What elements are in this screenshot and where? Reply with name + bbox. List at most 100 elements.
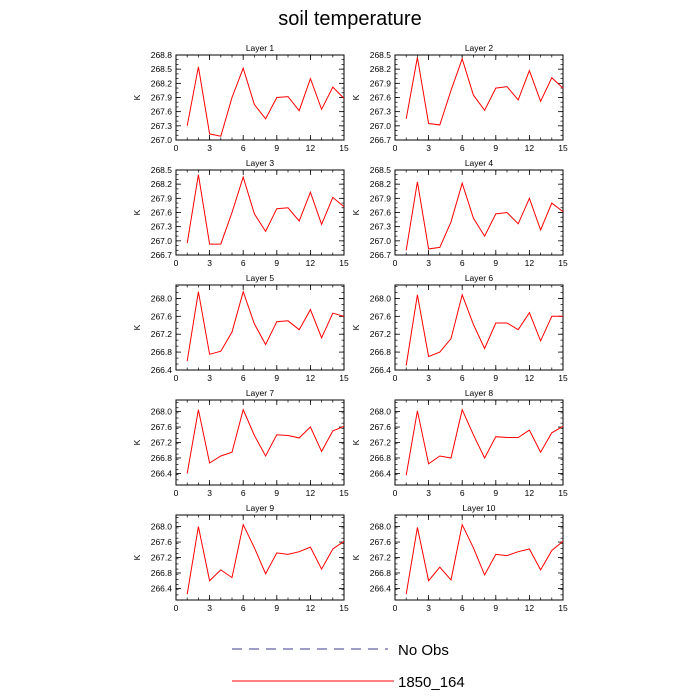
y-tick-label: 266.8 — [370, 568, 392, 578]
series-line-1850-164 — [186, 408, 345, 474]
y-tick-label: 267.2 — [370, 438, 392, 448]
panel-frame — [175, 514, 345, 601]
y-tick-label: 267.9 — [370, 78, 392, 88]
x-tick-label: 15 — [339, 143, 349, 153]
panel-frame — [394, 54, 564, 141]
x-tick-label: 3 — [426, 488, 431, 498]
y-axis-label: K — [351, 94, 361, 100]
x-tick-label: 0 — [393, 603, 398, 613]
panel-frame — [175, 284, 345, 371]
x-tick-label: 15 — [558, 143, 568, 153]
y-tick-label: 267.3 — [370, 107, 392, 117]
y-tick-label: 268.2 — [151, 78, 173, 88]
x-tick-label: 15 — [339, 258, 349, 268]
x-tick-label: 6 — [460, 603, 465, 613]
panel-layer-4: Layer 4 K 0 3 6 9 12 15 266.7 267.0 267.3 267.6 267.… — [351, 158, 568, 268]
panel-layer-3: Layer 3 K 0 3 6 9 12 15 266.7 267.0 267.3 267.6 267.… — [132, 158, 349, 268]
y-tick-label: 267.6 — [370, 93, 392, 103]
panel-title: Layer 6 — [465, 273, 494, 283]
x-tick-label: 12 — [306, 258, 316, 268]
legend: No Obs 1850_164 — [232, 642, 465, 691]
panel-layer-10: Layer 10 K 0 3 6 9 12 15 266.4 266.8 267.2 267.6 268… — [351, 503, 568, 613]
x-tick-label: 6 — [460, 373, 465, 383]
y-tick-label: 267.6 — [370, 422, 392, 432]
x-tick-label: 3 — [426, 603, 431, 613]
y-tick-label: 267.0 — [370, 121, 392, 131]
y-axis-label: K — [132, 324, 142, 330]
y-tick-label: 267.6 — [370, 208, 392, 218]
panel-layer-2: Layer 2 K 0 3 6 9 12 15 266.7 267.0 267.3 267.6 267.… — [351, 43, 568, 153]
panel-title: Layer 9 — [246, 503, 275, 513]
y-tick-label: 267.6 — [370, 311, 392, 321]
x-tick-label: 3 — [207, 143, 212, 153]
y-tick-label: 268.0 — [370, 407, 392, 417]
x-tick-label: 12 — [306, 143, 316, 153]
panel-title: Layer 7 — [246, 388, 275, 398]
y-tick-label: 267.6 — [151, 107, 173, 117]
panel-layer-8: Layer 8 K 0 3 6 9 12 15 266.4 266.8 267.2 267.6 268.… — [351, 388, 568, 498]
y-tick-label: 267.2 — [370, 553, 392, 563]
y-tick-label: 268.2 — [151, 179, 173, 189]
panel-layer-7: Layer 7 K 0 3 6 9 12 15 266.4 266.8 267.2 267.6 268.… — [132, 388, 349, 498]
x-tick-label: 3 — [207, 258, 212, 268]
x-tick-label: 3 — [207, 603, 212, 613]
y-tick-label: 267.2 — [370, 329, 392, 339]
x-tick-label: 9 — [274, 373, 279, 383]
x-tick-label: 12 — [306, 488, 316, 498]
y-tick-label: 266.8 — [151, 347, 173, 357]
panel-title: Layer 2 — [465, 43, 494, 53]
figure-title: soil temperature — [278, 8, 422, 30]
x-tick-label: 0 — [393, 258, 398, 268]
x-tick-label: 3 — [426, 373, 431, 383]
x-tick-label: 15 — [339, 373, 349, 383]
y-tick-label: 268.2 — [370, 179, 392, 189]
y-tick-label: 267.3 — [151, 121, 173, 131]
x-tick-label: 15 — [339, 488, 349, 498]
y-tick-label: 267.0 — [151, 236, 173, 246]
y-tick-label: 268.0 — [370, 293, 392, 303]
x-tick-label: 9 — [493, 143, 498, 153]
x-tick-label: 6 — [460, 258, 465, 268]
y-tick-label: 267.0 — [370, 236, 392, 246]
x-tick-label: 12 — [306, 373, 316, 383]
x-tick-label: 12 — [525, 373, 535, 383]
x-tick-label: 0 — [174, 258, 179, 268]
panel-layer-6: Layer 6 K 0 3 6 9 12 15 266.4 266.8 267.2 267.6 268.… — [351, 273, 568, 383]
series-line-1850-164 — [405, 181, 564, 251]
y-tick-label: 266.4 — [370, 583, 392, 593]
series-line-1850-164 — [405, 57, 564, 126]
y-tick-label: 267.6 — [151, 537, 173, 547]
panel-title: Layer 3 — [246, 158, 275, 168]
panel-frame — [394, 284, 564, 371]
x-tick-label: 6 — [241, 258, 246, 268]
y-tick-label: 268.0 — [151, 293, 173, 303]
x-tick-label: 6 — [460, 488, 465, 498]
x-tick-label: 9 — [493, 488, 498, 498]
y-tick-label: 268.5 — [370, 165, 392, 175]
y-tick-label: 267.6 — [151, 422, 173, 432]
x-tick-label: 9 — [493, 258, 498, 268]
panel-layer-5: Layer 5 K 0 3 6 9 12 15 266.4 266.8 267.2 267.6 268.… — [132, 273, 349, 383]
x-tick-label: 0 — [174, 373, 179, 383]
y-axis-label: K — [132, 554, 142, 560]
x-tick-label: 15 — [339, 603, 349, 613]
x-tick-label: 0 — [174, 488, 179, 498]
y-tick-label: 266.4 — [151, 365, 173, 375]
panel-title: Layer 5 — [246, 273, 275, 283]
panel-frame — [175, 169, 345, 256]
y-tick-label: 267.3 — [370, 222, 392, 232]
y-axis-label: K — [351, 209, 361, 215]
y-tick-label: 266.8 — [370, 347, 392, 357]
x-tick-label: 0 — [174, 143, 179, 153]
y-tick-label: 267.6 — [370, 537, 392, 547]
y-tick-label: 268.5 — [151, 165, 173, 175]
y-tick-label: 268.0 — [151, 522, 173, 532]
legend-label-1850-164: 1850_164 — [398, 674, 465, 691]
x-tick-label: 0 — [393, 143, 398, 153]
x-tick-label: 9 — [274, 488, 279, 498]
y-axis-label: K — [351, 439, 361, 445]
y-tick-label: 266.4 — [151, 468, 173, 478]
y-axis-label: K — [132, 209, 142, 215]
x-tick-label: 12 — [525, 603, 535, 613]
